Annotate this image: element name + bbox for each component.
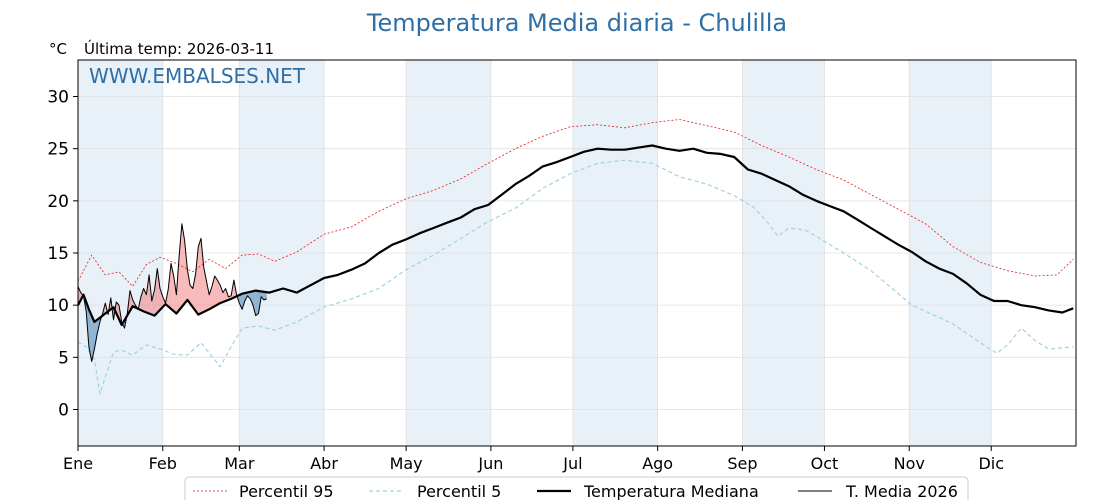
anomaly-fill: [206, 281, 210, 311]
x-tick-label: Ene: [63, 454, 93, 473]
x-tick-label: Feb: [149, 454, 177, 473]
anomaly-fill: [171, 263, 174, 312]
anomaly-fill: [173, 276, 177, 314]
x-tick-label: Oct: [811, 454, 839, 473]
y-tick-label: 10: [47, 296, 69, 316]
anomaly-fill: [157, 268, 160, 313]
series-line-p5: [77, 159, 1074, 395]
anomaly-fill: [239, 293, 243, 310]
anomaly-fill: [217, 280, 221, 305]
anomaly-fill: [146, 274, 150, 314]
legend: Percentil 95 Percentil 5 Temperatura Media…: [184, 476, 969, 500]
anomaly-fill: [253, 290, 256, 316]
legend-label-current: T. Media 2026: [845, 482, 958, 500]
anomaly-fill: [250, 291, 253, 306]
x-tick-label: Nov: [894, 454, 925, 473]
watermark: WWW.EMBALSES.NET: [89, 64, 306, 88]
x-tick-label: Jun: [477, 454, 503, 473]
y-tick-label: 15: [47, 244, 69, 264]
x-tick-label: Sep: [727, 454, 757, 473]
anomaly-fill: [242, 293, 245, 310]
y-tick-label: 0: [58, 400, 69, 420]
legend-label-p5: Percentil 5: [417, 482, 501, 500]
anomaly-fill: [198, 238, 201, 315]
legend-box: [184, 476, 969, 500]
anomaly-fill: [255, 290, 259, 316]
anomaly-fill: [184, 240, 188, 304]
anomaly-fill: [179, 223, 182, 311]
x-tick-label: May: [390, 454, 423, 473]
anomaly-fill: [214, 276, 218, 307]
legend-label-p95: Percentil 95: [239, 482, 334, 500]
y-axis-unit-label: °C: [49, 40, 67, 58]
anomaly-fill: [220, 285, 223, 304]
anomaly-fill: [190, 285, 193, 308]
anomaly-fill: [201, 238, 204, 314]
x-tick-label: Ago: [642, 454, 673, 473]
anomaly-fill: [154, 268, 158, 316]
series-line-median: [77, 144, 1074, 327]
last-temp-label: Última temp: 2026-03-11: [84, 39, 274, 58]
anomaly-fill: [181, 223, 185, 307]
y-tick-label: 5: [58, 348, 69, 368]
x-tick-label: Abr: [310, 454, 338, 473]
series-line-current: [77, 223, 267, 362]
anomaly-fill: [192, 273, 196, 311]
anomaly-fill: [94, 319, 98, 349]
y-tick-label: 30: [47, 88, 69, 108]
x-tick-label: Mar: [224, 454, 255, 473]
plot-area: 0 5 10 15 20 25 30 Ene Feb Mar Abr May Jun Jul Ago Sep O…: [47, 59, 1077, 473]
anomaly-fill: [263, 291, 267, 300]
anomaly-fill: [247, 291, 251, 299]
chart-title: Temperatura Media diaria - Chulilla: [366, 9, 787, 37]
anomaly-fill: [140, 288, 144, 312]
anomaly-fill: [151, 289, 155, 316]
anomaly-fill: [195, 246, 199, 315]
anomaly-fill: [143, 288, 147, 313]
anomaly-fill: [209, 286, 212, 310]
anomaly-fill: [160, 288, 163, 310]
anomaly-fill: [168, 263, 171, 309]
anomaly-fill: [116, 302, 119, 320]
series-line-p95: [77, 119, 1074, 287]
legend-label-median: Temperatura Mediana: [583, 482, 759, 500]
y-tick-label: 20: [47, 192, 69, 212]
anomaly-fill: [187, 269, 191, 304]
anomaly-fill: [261, 291, 264, 300]
x-tick-label: Jul: [562, 454, 582, 473]
y-tick-label: 25: [47, 140, 69, 160]
x-tick-label: Dic: [978, 454, 1004, 473]
